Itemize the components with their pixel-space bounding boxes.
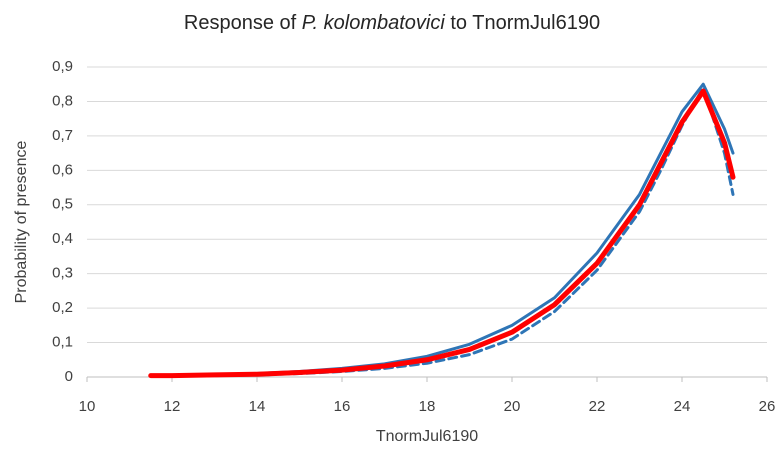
y-tick-label: 0,1 — [52, 334, 73, 351]
series-line — [148, 88, 736, 379]
x-tick-label: 14 — [249, 398, 266, 415]
y-tick-label: 0,4 — [52, 230, 73, 247]
y-tick-label: 0,7 — [52, 127, 73, 144]
x-tick-label: 26 — [759, 398, 776, 415]
y-tick-label: 0,8 — [52, 92, 73, 109]
y-tick-label: 0,9 — [52, 58, 73, 75]
series-line — [149, 82, 735, 377]
x-tick-label: 20 — [504, 398, 521, 415]
x-tick-label: 10 — [79, 398, 96, 415]
chart-title: Response of P. kolombatovici to TnormJul… — [184, 12, 600, 34]
y-tick-label: 0,5 — [52, 196, 73, 213]
y-axis-label: Probability of presence — [13, 141, 30, 304]
x-axis-label: TnormJul6190 — [376, 428, 478, 445]
x-tick-label: 16 — [334, 398, 351, 415]
y-tick-label: 0,2 — [52, 299, 73, 316]
y-tick-label: 0 — [65, 368, 73, 385]
title-part: Response of — [184, 12, 302, 34]
title-part: to TnormJul6190 — [445, 12, 600, 34]
title-part: P. kolombatovici — [302, 12, 446, 34]
series-line — [149, 86, 735, 378]
x-tick-label: 18 — [419, 398, 436, 415]
y-tick-label: 0,3 — [52, 265, 73, 282]
y-tick-label: 0,6 — [52, 161, 73, 178]
x-tick-label: 12 — [164, 398, 181, 415]
x-tick-label: 22 — [589, 398, 606, 415]
x-tick-label: 24 — [674, 398, 691, 415]
